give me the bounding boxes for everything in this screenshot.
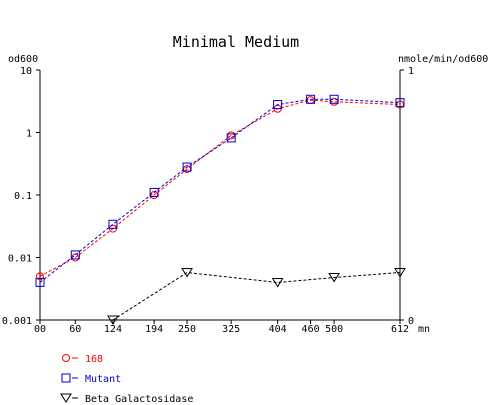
right-tick-label: 0	[408, 316, 414, 327]
x-tick-label: 00	[34, 324, 46, 335]
data-point-168	[36, 272, 44, 281]
left-tick-label: 10	[20, 66, 32, 77]
data-point-168	[71, 253, 80, 262]
data-point-mutant	[70, 250, 80, 260]
legend-marker-mutant	[61, 373, 71, 383]
series-layer	[35, 94, 406, 325]
data-point-mutant	[226, 133, 236, 143]
right-tick-label: 1	[408, 66, 414, 77]
left-tick-label: 0.1	[14, 191, 32, 202]
legend: 168 Mutant Beta Galactosidase	[60, 354, 193, 405]
data-point-mutant	[395, 98, 405, 108]
data-point-168	[227, 131, 236, 140]
x-tick-label: 500	[325, 324, 343, 335]
left-axis-unit: od600	[8, 54, 38, 65]
data-point-mutant	[35, 277, 45, 287]
data-point-mutant	[273, 100, 283, 110]
legend-label-168: 168	[85, 354, 103, 365]
x-axis-unit: mn	[418, 324, 430, 335]
chart-title: Minimal Medium	[173, 33, 299, 51]
x-tick-label: 124	[104, 324, 122, 335]
data-point-mutant	[182, 162, 192, 172]
right-axis-unit: nmole/min/od600	[398, 54, 488, 65]
left-tick-label: 0.01	[8, 254, 32, 265]
data-point-mutant	[329, 94, 339, 104]
series-line-beta-galactosidase	[112, 271, 401, 321]
legend-marker-beta-galactosidase	[60, 393, 72, 403]
data-point-mutant	[306, 94, 316, 104]
legend-label-beta-galactosidase: Beta Galactosidase	[85, 394, 193, 405]
data-point-beta-galactosidase	[328, 273, 341, 283]
x-tick-label: 194	[145, 324, 163, 335]
data-point-beta-galactosidase	[107, 315, 119, 325]
left-tick-label: 0.001	[2, 316, 32, 327]
x-tick-label: 404	[269, 324, 287, 335]
x-tick-label: 612	[391, 324, 409, 335]
left-tick-label: 1	[26, 129, 32, 140]
data-point-beta-galactosidase	[181, 268, 193, 278]
x-tick-label: 250	[178, 324, 196, 335]
legend-label-mutant: Mutant	[85, 374, 121, 385]
legend-marker-168	[62, 354, 70, 362]
data-point-mutant	[108, 219, 118, 229]
x-tick-label: 60	[69, 324, 81, 335]
data-point-beta-galactosidase	[271, 278, 284, 288]
x-tick-label: 460	[302, 324, 320, 335]
series-line-168	[39, 99, 401, 277]
data-point-mutant	[149, 187, 159, 197]
x-tick-label: 325	[222, 324, 240, 335]
data-point-beta-galactosidase	[394, 268, 406, 278]
series-line-mutant	[39, 98, 401, 283]
